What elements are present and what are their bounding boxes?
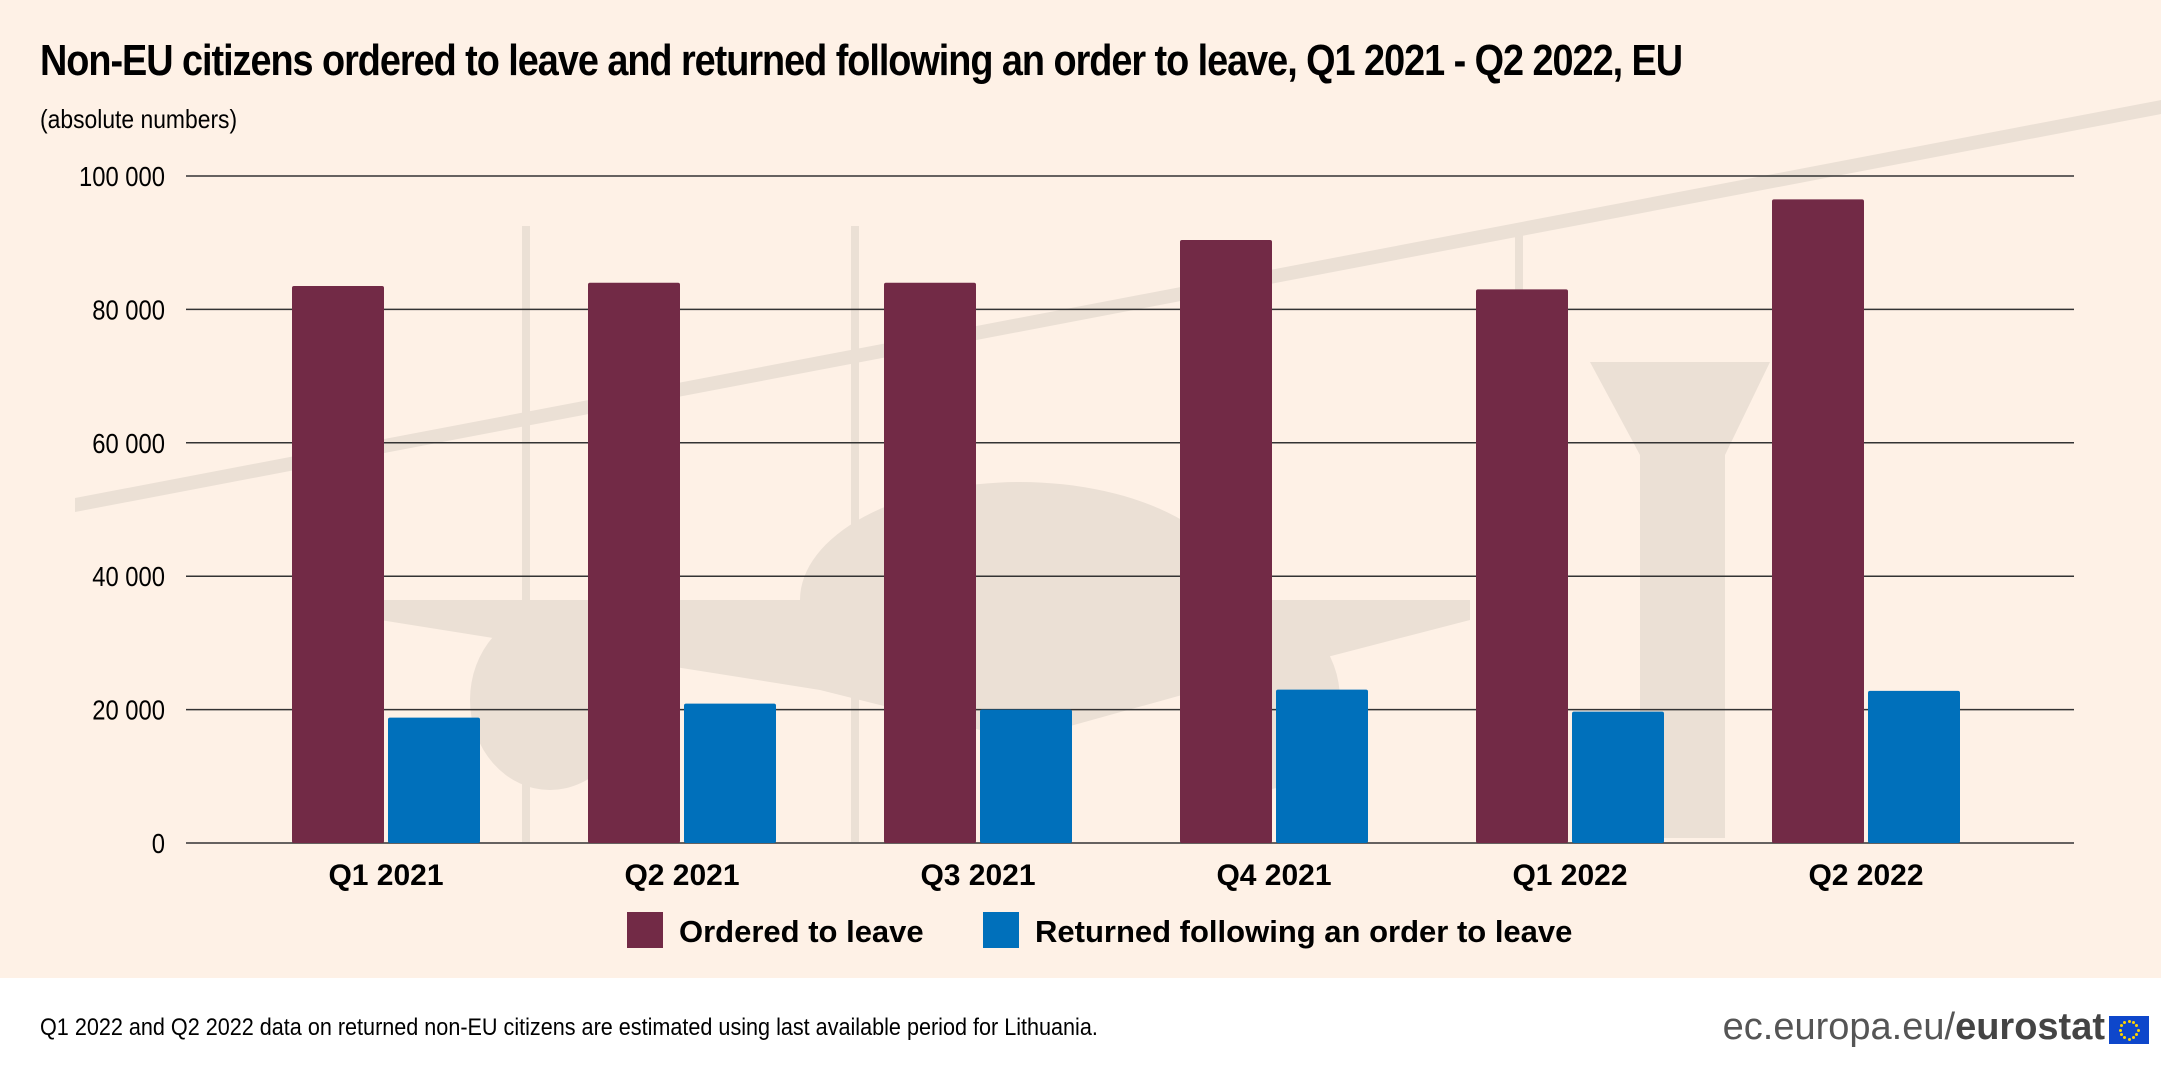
brand-name: eurostat xyxy=(1955,1006,2105,1048)
eu-flag-icon xyxy=(2109,1016,2149,1044)
flag-star xyxy=(2119,1024,2123,1027)
bar-returned xyxy=(388,717,480,843)
bar-returned xyxy=(1276,689,1368,843)
flag-star xyxy=(2132,1036,2135,1040)
chart-area: Non-EU citizens ordered to leave and ret… xyxy=(0,0,2161,978)
bar-ordered xyxy=(1772,199,1864,844)
x-tick-label: Q1 2022 xyxy=(1512,859,1627,892)
y-tick-label: 80 000 xyxy=(92,294,165,326)
flag-star xyxy=(2123,1020,2126,1024)
eurostat-logo[interactable]: ec.europa.eu/eurostat xyxy=(1723,1006,2105,1049)
y-tick-label: 100 000 xyxy=(79,160,165,192)
flag-star xyxy=(2135,1033,2139,1036)
x-tick-label: Q3 2021 xyxy=(920,859,1035,892)
bar-ordered xyxy=(1180,240,1272,844)
y-tick-label: 0 xyxy=(152,827,165,859)
chart-subtitle: (absolute numbers) xyxy=(40,104,238,134)
bar-returned xyxy=(684,703,776,843)
gridlines xyxy=(186,175,2074,844)
bar-ordered xyxy=(1476,289,1568,843)
chart-title: Non-EU citizens ordered to leave and ret… xyxy=(40,36,1683,85)
y-tick-label: 40 000 xyxy=(92,560,165,592)
x-tick-label: Q2 2021 xyxy=(624,859,739,892)
flag-star xyxy=(2136,1028,2140,1032)
legend-label: Ordered to leave xyxy=(679,914,924,949)
flag-star xyxy=(2132,1020,2135,1024)
y-tick-label: 20 000 xyxy=(92,694,165,726)
legend-swatch xyxy=(627,912,663,948)
bar-returned xyxy=(980,709,1072,843)
y-tick-label: 60 000 xyxy=(92,427,165,459)
x-tick-label: Q2 2022 xyxy=(1808,859,1923,892)
bar-ordered xyxy=(884,282,976,844)
flag-star xyxy=(2127,1019,2131,1023)
bar-ordered xyxy=(588,282,680,844)
flag-star xyxy=(2135,1024,2139,1027)
y-axis: 0 20 000 40 000 60 000 80 000 100 000 xyxy=(79,160,165,859)
x-axis: Q1 2021 Q2 2021 Q3 2021 Q4 2021 Q1 2022 Q2 20… xyxy=(328,859,1923,892)
flag-star xyxy=(2127,1037,2131,1041)
x-tick-label: Q4 2021 xyxy=(1216,859,1331,892)
flag-star xyxy=(2123,1036,2126,1040)
flag-star xyxy=(2118,1028,2122,1032)
bar-ordered xyxy=(292,286,384,843)
footnote: Q1 2022 and Q2 2022 data on returned non… xyxy=(40,1014,1098,1041)
brand-prefix: ec.europa.eu/ xyxy=(1722,1006,1956,1048)
legend: Ordered to leave Returned following an or… xyxy=(627,912,1572,949)
legend-swatch xyxy=(983,912,1019,948)
bar-returned xyxy=(1572,711,1664,843)
bars xyxy=(292,199,1960,844)
legend-label: Returned following an order to leave xyxy=(1035,914,1572,949)
x-tick-label: Q1 2021 xyxy=(328,859,443,892)
flag-star xyxy=(2119,1033,2123,1036)
bar-returned xyxy=(1868,690,1960,843)
bar-chart: 0 20 000 40 000 60 000 80 000 100 000 Q1 2021… xyxy=(75,100,2161,949)
